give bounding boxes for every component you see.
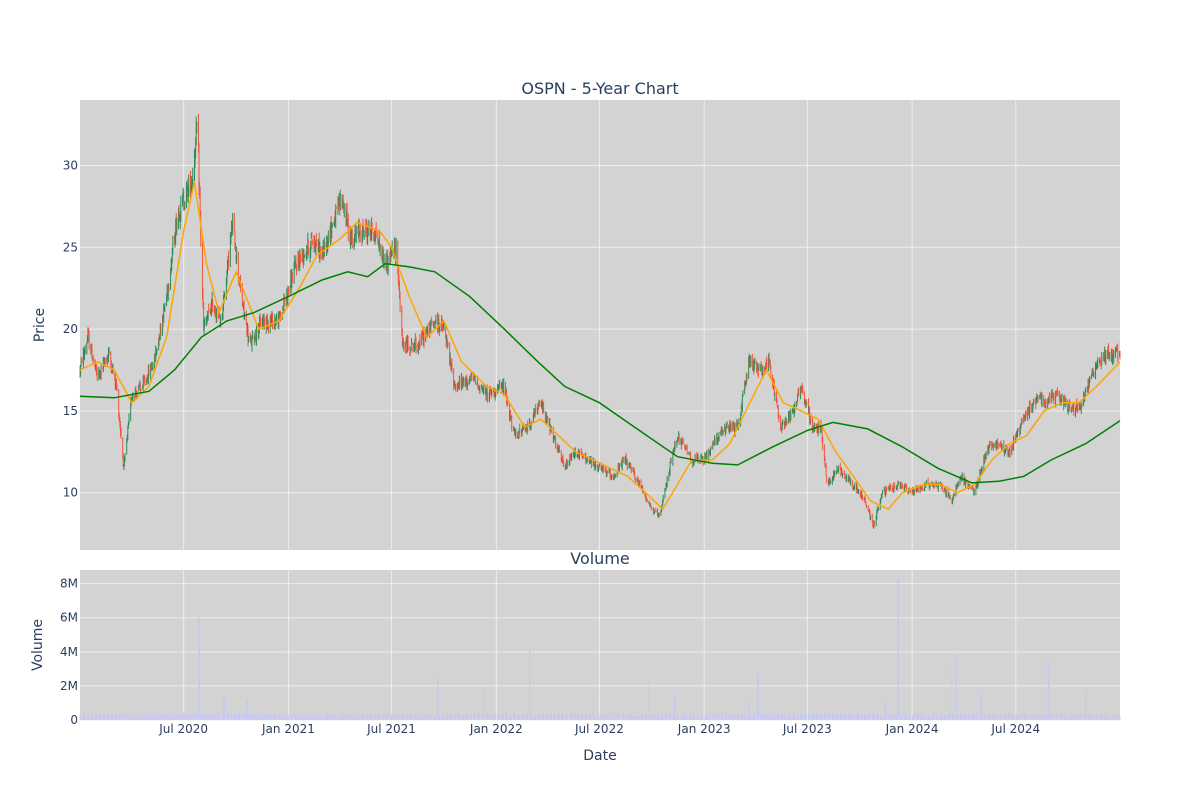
volume-y-tick-label: 6M [60,611,78,625]
x-tick-label: Jan 2022 [469,722,523,736]
x-tick-label: Jan 2021 [261,722,315,736]
price-panel: 10 15 20 25 30 [63,100,1121,550]
volume-y-tick-label: 2M [60,679,78,693]
x-tick-label: Jul 2020 [158,722,208,736]
x-tick-label: Jul 2023 [782,722,832,736]
volume-y-tick-label: 8M [60,577,78,591]
x-axis-title: Date [583,748,616,764]
moving-average-short-line [79,181,1121,511]
price-y-tick-label: 10 [63,486,78,500]
x-tick-label: Jul 2022 [574,722,624,736]
price-chart-title: OSPN - 5-Year Chart [521,79,678,98]
price-y-tick-label: 20 [63,322,78,336]
volume-y-tick-label: 4M [60,645,78,659]
price-y-tick-label: 30 [63,158,78,172]
volume-plot-area [80,570,1120,720]
volume-chart-title: Volume [570,549,630,568]
x-tick-label: Jan 2024 [885,722,939,736]
volume-bars [79,578,1121,720]
x-tick-label: Jul 2021 [366,722,416,736]
volume-y-axis-title: Volume [30,619,46,671]
moving-average-long-line [79,262,1121,484]
x-tick-label: Jul 2024 [990,722,1040,736]
x-tick-label: Jan 2023 [677,722,731,736]
price-y-tick-label: 15 [63,404,78,418]
price-plot-area [80,100,1120,550]
price-y-tick-label: 25 [63,240,78,254]
price-y-axis-title: Price [32,308,48,342]
volume-y-tick-label: 0 [70,713,78,727]
volume-panel: Jul 2020 Jan 2021 Jul 2021 Jan 2022 Jul 2022… [60,570,1121,736]
